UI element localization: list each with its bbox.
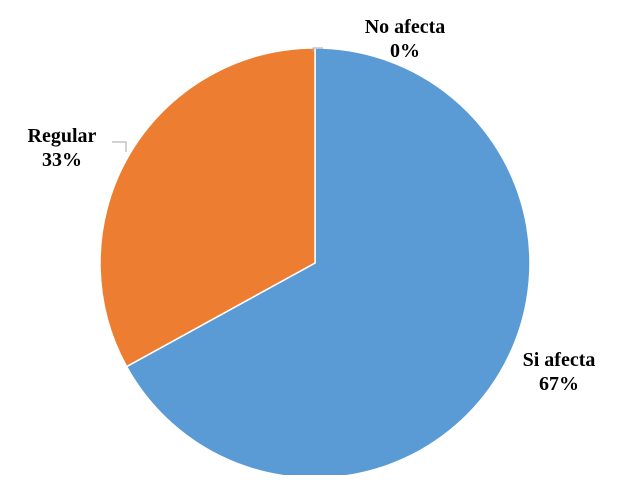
data-label-value-regular: 33% <box>42 149 82 171</box>
data-label-si-afecta: Si afecta 67% <box>523 349 596 395</box>
data-label-value-no-afecta: 0% <box>390 40 420 62</box>
pie-slices <box>99 47 531 479</box>
data-labels: Si afecta 67% Regular 33% No afecta 0% <box>28 16 596 395</box>
leader-line-regular <box>112 141 127 152</box>
data-label-no-afecta: No afecta 0% <box>365 16 446 62</box>
data-label-name-no-afecta: No afecta <box>365 16 446 38</box>
pie-slice-regular <box>99 47 316 368</box>
leader-lines <box>112 47 323 152</box>
data-label-value-si-afecta: 67% <box>539 373 579 395</box>
data-label-regular: Regular 33% <box>28 125 97 171</box>
data-label-name-regular: Regular <box>28 125 97 147</box>
data-label-name-si-afecta: Si afecta <box>523 349 596 371</box>
leader-line-no-afecta <box>312 47 323 52</box>
pie-slice-si-afecta <box>125 47 531 479</box>
